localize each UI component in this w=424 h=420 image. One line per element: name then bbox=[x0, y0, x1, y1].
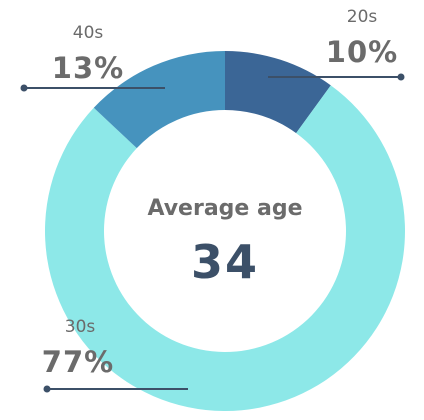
slice-percent-20s: 10% bbox=[326, 35, 398, 69]
slice-percent-40s: 13% bbox=[52, 51, 124, 85]
slice-label-40s: 40s bbox=[73, 23, 104, 43]
slice-label-30s: 30s bbox=[65, 317, 96, 337]
leader-20s-dot bbox=[397, 73, 405, 81]
slice-20s bbox=[225, 51, 331, 134]
leader-lines bbox=[20, 73, 405, 393]
leader-30s-dot bbox=[43, 385, 51, 393]
leader-40s-dot bbox=[20, 84, 28, 92]
slice-30s bbox=[45, 85, 405, 411]
slice-label-20s: 20s bbox=[347, 7, 378, 27]
center-title: Average age bbox=[147, 196, 302, 221]
donut-slices bbox=[45, 51, 405, 411]
slice-percent-30s: 77% bbox=[42, 345, 114, 379]
slice-40s bbox=[93, 51, 225, 149]
center-value: 34 bbox=[191, 235, 259, 289]
